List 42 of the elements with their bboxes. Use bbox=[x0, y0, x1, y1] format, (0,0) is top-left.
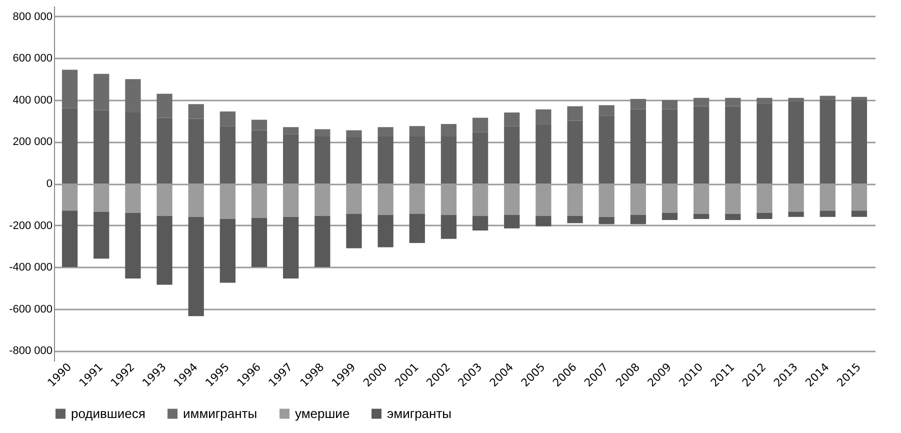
bar bbox=[725, 214, 741, 220]
bar bbox=[188, 216, 204, 316]
bar bbox=[125, 212, 141, 279]
bar bbox=[820, 210, 836, 217]
y-tick-label: -800 000 bbox=[9, 345, 52, 358]
bar bbox=[220, 219, 236, 283]
bar bbox=[156, 216, 172, 285]
bar bbox=[756, 212, 772, 219]
bar bbox=[346, 214, 362, 248]
bar bbox=[314, 216, 330, 268]
bar bbox=[472, 216, 488, 230]
y-tick-label: -200 000 bbox=[9, 220, 52, 232]
bar bbox=[251, 218, 268, 268]
bar bbox=[378, 214, 394, 248]
bar bbox=[851, 210, 868, 217]
legend-label: иммигранты bbox=[183, 406, 258, 421]
legend-label: эмигранты bbox=[387, 406, 452, 421]
bar bbox=[694, 214, 710, 219]
bar bbox=[851, 100, 868, 184]
bar bbox=[504, 214, 520, 228]
y-tick-label: 400 000 bbox=[12, 94, 52, 106]
y-tick-label: 800 000 bbox=[12, 10, 52, 23]
bar bbox=[94, 212, 110, 259]
legend-label: умершие bbox=[295, 406, 350, 421]
y-tick-label: -600 000 bbox=[9, 303, 52, 316]
y-tick-label: 200 000 bbox=[12, 136, 52, 148]
bar bbox=[62, 210, 78, 268]
legend-label: родившиеся bbox=[71, 406, 146, 421]
y-tick-label: 600 000 bbox=[12, 52, 52, 65]
bar bbox=[567, 216, 583, 224]
bar bbox=[662, 212, 678, 220]
bar bbox=[788, 212, 804, 217]
bar bbox=[630, 214, 646, 224]
bar bbox=[598, 216, 614, 224]
bar bbox=[440, 214, 457, 239]
bar bbox=[820, 100, 836, 184]
bar bbox=[536, 216, 552, 226]
bar bbox=[409, 214, 425, 244]
y-tick-label: -400 000 bbox=[9, 262, 52, 274]
y-tick-label: 0 bbox=[46, 178, 52, 190]
bar bbox=[788, 102, 804, 184]
bar bbox=[283, 216, 299, 279]
